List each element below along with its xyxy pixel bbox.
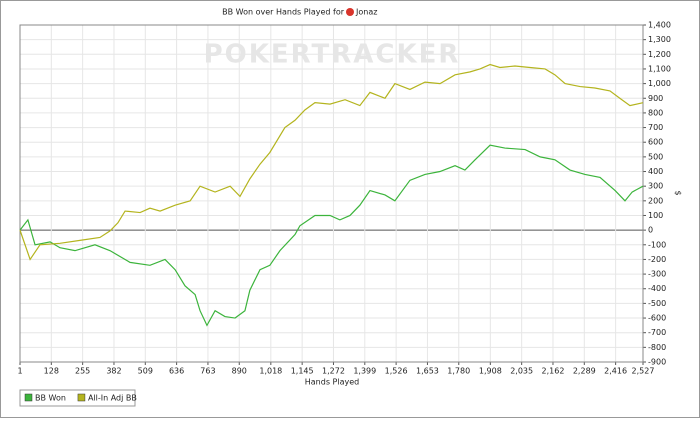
chart-title: BB Won over Hands Played for <box>222 8 345 17</box>
legend-box <box>19 389 136 407</box>
x-tick-label: 2,527 <box>632 367 655 376</box>
legend-swatch <box>24 393 33 402</box>
y-tick-label: -600 <box>648 314 666 323</box>
series-line <box>19 63 644 261</box>
y-tick-label: 800 <box>648 108 663 117</box>
y-tick-label: 1,100 <box>648 64 671 73</box>
x-tick-label: 763 <box>200 367 215 376</box>
x-tick-label: 1,399 <box>353 367 376 376</box>
legend-label: All-In Adj BB <box>88 394 137 403</box>
x-tick-label: 2,162 <box>542 367 565 376</box>
x-tick-label: 2,035 <box>510 367 533 376</box>
y-tick-label: 1,300 <box>648 35 671 44</box>
x-tick-label: 1,145 <box>291 367 314 376</box>
plot-border <box>19 24 644 363</box>
y-tick-label: 1,400 <box>648 21 671 30</box>
y-tick-label: 1,200 <box>648 50 671 59</box>
x-tick-label: 2,416 <box>604 367 627 376</box>
y-tick-label: 900 <box>648 94 663 103</box>
y-tick-label: -700 <box>648 328 666 337</box>
y-tick-label: -800 <box>648 343 666 352</box>
y-tick-label: 300 <box>648 182 663 191</box>
x-tick-label: 1 <box>17 367 22 376</box>
x-tick-label: 1,653 <box>416 367 439 376</box>
series-line <box>19 144 644 327</box>
y-tick-label: -900 <box>648 358 666 367</box>
y-tick-label: -300 <box>648 270 666 279</box>
x-tick-label: 1,018 <box>259 367 282 376</box>
legend-swatch <box>77 393 86 402</box>
x-tick-label: 636 <box>169 367 184 376</box>
site-icon <box>346 8 354 16</box>
legend-label: BB Won <box>35 394 66 403</box>
x-tick-label: 1,526 <box>385 367 408 376</box>
y-tick-label: 1,000 <box>648 79 671 88</box>
y-axis-label: $ <box>674 190 683 195</box>
x-tick-label: 128 <box>44 367 59 376</box>
x-tick-label: 255 <box>75 367 90 376</box>
x-tick-label: 890 <box>232 367 247 376</box>
y-tick-label: 700 <box>648 123 663 132</box>
x-tick-label: 1,780 <box>447 367 470 376</box>
y-tick-label: -200 <box>648 255 666 264</box>
x-tick-label: 1,272 <box>322 367 345 376</box>
y-tick-label: -400 <box>648 284 666 293</box>
x-tick-label: 2,289 <box>573 367 596 376</box>
y-tick-label: 0 <box>648 226 653 235</box>
y-tick-label: 600 <box>648 138 663 147</box>
x-axis-label: Hands Played <box>305 378 359 387</box>
y-tick-label: 400 <box>648 167 663 176</box>
x-tick-label: 1,908 <box>479 367 502 376</box>
y-tick-label: 100 <box>648 211 663 220</box>
player-name: Jonaz <box>355 8 377 17</box>
y-tick-label: -100 <box>648 240 666 249</box>
y-tick-label: 200 <box>648 196 663 205</box>
y-tick-label: -500 <box>648 299 666 308</box>
x-tick-label: 509 <box>138 367 153 376</box>
y-tick-label: 500 <box>648 152 663 161</box>
x-tick-label: 382 <box>106 367 121 376</box>
